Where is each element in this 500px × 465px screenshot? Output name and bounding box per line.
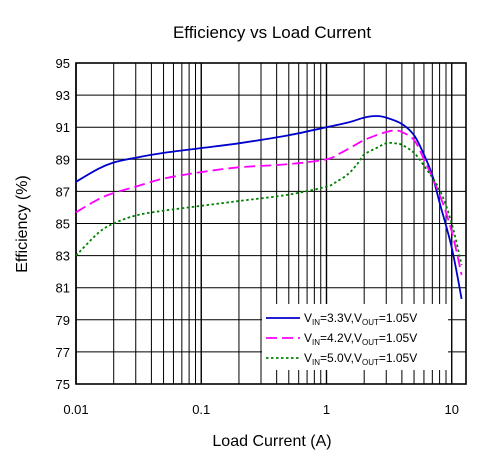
series-line-2 — [75, 141, 463, 266]
y-tick-label: 93 — [56, 88, 70, 103]
series-line-0 — [75, 115, 463, 300]
series-line-1 — [75, 129, 463, 276]
legend-label-1: VIN=4.2V,VOUT=1.05V — [304, 331, 417, 347]
legend: VIN=3.3V,VOUT=1.05V VIN=4.2V,VOUT=1.05V VI… — [262, 304, 448, 370]
x-tick-label: 0.1 — [192, 402, 210, 417]
legend-box — [262, 304, 448, 370]
y-tick-label: 81 — [56, 281, 70, 296]
x-tick-label: 1 — [323, 402, 330, 417]
legend-label-2: VIN=5.0V,VOUT=1.05V — [304, 351, 417, 367]
series-lines — [75, 115, 463, 300]
y-tick-label: 89 — [56, 152, 70, 167]
x-axis-label: Load Current (A) — [212, 433, 331, 450]
y-tick-label: 83 — [56, 249, 70, 264]
y-tick-label: 85 — [56, 217, 70, 232]
y-tick-label: 75 — [56, 377, 70, 392]
y-tick-label: 79 — [56, 313, 70, 328]
y-tick-label: 91 — [56, 120, 70, 135]
x-tick-label: 0.01 — [63, 402, 88, 417]
plot-area-frame — [75, 62, 467, 385]
y-tick-label: 87 — [56, 184, 70, 199]
chart-title: Efficiency vs Load Current — [173, 23, 371, 42]
y-tick-labels: 75 77 79 81 83 85 87 89 91 93 95 — [56, 56, 70, 392]
legend-label-0: VIN=3.3V,VOUT=1.05V — [304, 311, 417, 327]
y-axis-label: Efficiency (%) — [14, 175, 31, 273]
y-tick-label: 95 — [56, 56, 70, 71]
x-tick-label: 10 — [444, 402, 458, 417]
y-tick-label: 77 — [56, 345, 70, 360]
x-tick-labels: 0.01 0.1 1 10 — [63, 402, 459, 417]
